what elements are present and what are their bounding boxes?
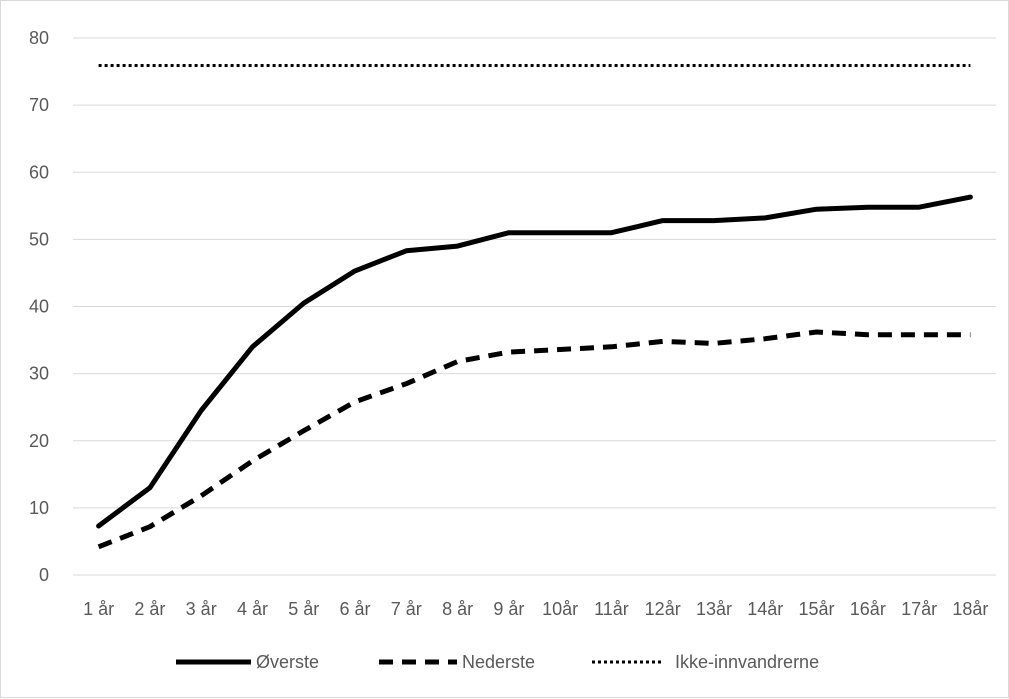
- series-line-dashed: [97, 329, 971, 550]
- x-tick-label: 5 år: [288, 599, 319, 619]
- grid-layer: [73, 37, 996, 576]
- x-tick-label: 10år: [542, 599, 578, 619]
- legend-label: Nederste: [462, 652, 535, 672]
- y-axis-tick-labels: 0 10 20 30 40 50 60 70 80: [29, 28, 49, 585]
- legend-label: Ikke-innvandrerne: [675, 652, 819, 672]
- x-tick-label: 14år: [747, 599, 783, 619]
- x-tick-label: 7 år: [391, 599, 422, 619]
- legend-label: Øverste: [256, 652, 319, 672]
- y-tick-label: 60: [29, 162, 49, 182]
- x-axis-tick-labels: 1 år 2 år 3 år 4 år 5 år 6 år 7 år 8 år 9 år 10år…: [83, 599, 988, 619]
- x-tick-label: 6 år: [340, 599, 371, 619]
- y-tick-label: 20: [29, 431, 49, 451]
- x-tick-label: 12år: [645, 599, 681, 619]
- x-tick-label: 1 år: [83, 599, 114, 619]
- x-tick-label: 17år: [901, 599, 937, 619]
- y-tick-label: 70: [29, 95, 49, 115]
- x-tick-label: 13år: [696, 599, 732, 619]
- y-tick-label: 0: [39, 565, 49, 585]
- x-tick-label: 8 år: [442, 599, 473, 619]
- x-tick-label: 15år: [799, 599, 835, 619]
- y-tick-label: 40: [29, 297, 49, 317]
- x-tick-label: 18år: [952, 599, 988, 619]
- legend: Øverste Nederste Ikke-innvandrerne: [176, 652, 819, 672]
- y-tick-label: 80: [29, 28, 49, 48]
- x-tick-label: 11år: [594, 599, 629, 619]
- y-tick-label: 10: [29, 498, 49, 518]
- series-layer: [96, 64, 973, 550]
- y-tick-label: 30: [29, 364, 49, 384]
- y-tick-label: 50: [29, 229, 49, 249]
- x-tick-label: 16år: [850, 599, 886, 619]
- x-tick-label: 4 år: [237, 599, 268, 619]
- series-line-solid: [96, 194, 973, 529]
- x-tick-label: 2 år: [134, 599, 165, 619]
- x-tick-label: 3 år: [186, 599, 217, 619]
- x-tick-label: 9 år: [493, 599, 524, 619]
